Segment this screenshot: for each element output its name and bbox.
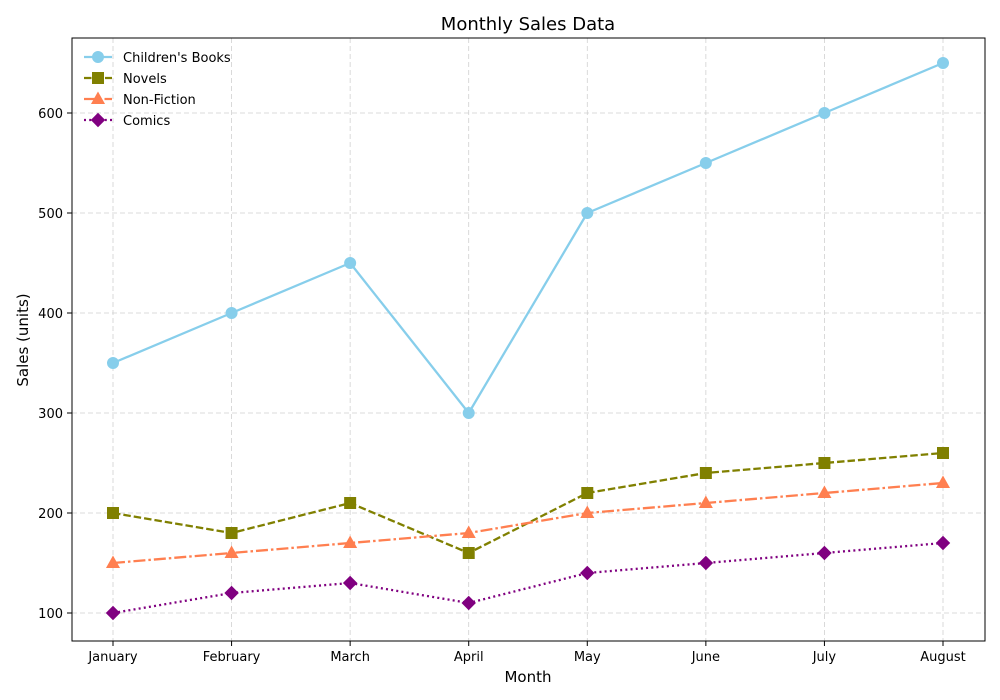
- x-tick-label: January: [87, 650, 138, 665]
- y-tick-label: 400: [38, 307, 63, 322]
- data-point-children-s-books: [344, 257, 357, 269]
- data-point-novels: [344, 497, 357, 509]
- data-point-children-s-books: [937, 57, 949, 69]
- y-tick-label: 300: [38, 407, 63, 422]
- data-point-novels: [462, 547, 475, 559]
- data-point-non-fiction: [817, 485, 832, 499]
- data-point-children-s-books: [225, 307, 238, 319]
- x-tick-label: February: [203, 650, 261, 665]
- data-point-children-s-books: [818, 107, 831, 119]
- data-point-novels: [699, 467, 712, 479]
- data-point-non-fiction: [698, 495, 713, 509]
- y-tick-label: 200: [38, 507, 63, 522]
- x-tick-label: March: [330, 650, 370, 665]
- y-tick-label: 100: [38, 607, 63, 622]
- legend-item-children-s-books: Children's Books: [84, 51, 231, 66]
- legend-marker-comics: [90, 112, 106, 128]
- y-tick-label: 600: [38, 107, 63, 122]
- legend-marker-children-s-books: [92, 51, 104, 63]
- data-point-children-s-books: [107, 357, 119, 369]
- chart-title: Monthly Sales Data: [441, 14, 615, 35]
- data-point-comics: [105, 605, 121, 621]
- legend-item-comics: Comics: [84, 112, 170, 129]
- legend-item-novels: Novels: [84, 72, 167, 87]
- series-line-children-s-books: [112, 61, 944, 415]
- legend-label: Children's Books: [123, 51, 231, 66]
- data-point-comics: [224, 585, 239, 601]
- data-point-comics: [342, 575, 358, 591]
- x-tick-label: August: [920, 650, 966, 665]
- legend-label: Novels: [123, 72, 167, 87]
- data-point-children-s-books: [462, 407, 475, 419]
- plot-frame: [71, 37, 986, 642]
- ticks-layer: January February March April May June July Augu…: [38, 107, 966, 665]
- y-axis-title: Sales (units): [14, 293, 32, 386]
- data-point-novels: [818, 457, 831, 469]
- data-point-novels: [581, 487, 594, 499]
- data-point-non-fiction: [224, 545, 239, 559]
- data-point-comics: [461, 595, 476, 611]
- data-point-non-fiction: [105, 555, 121, 569]
- series-comics: [105, 535, 951, 621]
- data-point-comics: [817, 545, 832, 561]
- series-children-s-books: [107, 57, 949, 419]
- data-point-non-fiction: [935, 475, 951, 489]
- data-point-non-fiction: [461, 525, 476, 539]
- legend-label: Non-Fiction: [123, 93, 196, 108]
- legend: Children's Books Novels Non-Fiction Comics: [84, 51, 231, 129]
- x-axis-title: Month: [504, 668, 551, 686]
- series-line-non-fiction: [112, 481, 944, 565]
- grid-layer: [72, 38, 985, 641]
- legend-marker-novels: [92, 72, 104, 84]
- data-point-comics: [580, 565, 595, 581]
- data-point-non-fiction: [580, 505, 595, 519]
- legend-marker-non-fiction: [90, 91, 106, 105]
- x-tick-label: June: [691, 650, 720, 665]
- data-point-non-fiction: [343, 535, 358, 549]
- x-tick-label: July: [812, 650, 837, 665]
- y-tick-label: 500: [38, 207, 63, 222]
- data-point-novels: [225, 527, 238, 539]
- series-layer: [105, 57, 951, 621]
- data-point-comics: [935, 535, 951, 551]
- x-tick-label: April: [454, 650, 484, 665]
- data-point-children-s-books: [581, 207, 594, 219]
- legend-label: Comics: [123, 114, 170, 129]
- legend-item-non-fiction: Non-Fiction: [84, 91, 196, 108]
- data-point-novels: [107, 507, 119, 519]
- data-point-novels: [937, 447, 949, 459]
- series-non-fiction: [105, 475, 951, 569]
- data-point-children-s-books: [699, 157, 712, 169]
- x-tick-label: May: [574, 650, 601, 665]
- data-point-comics: [698, 555, 714, 571]
